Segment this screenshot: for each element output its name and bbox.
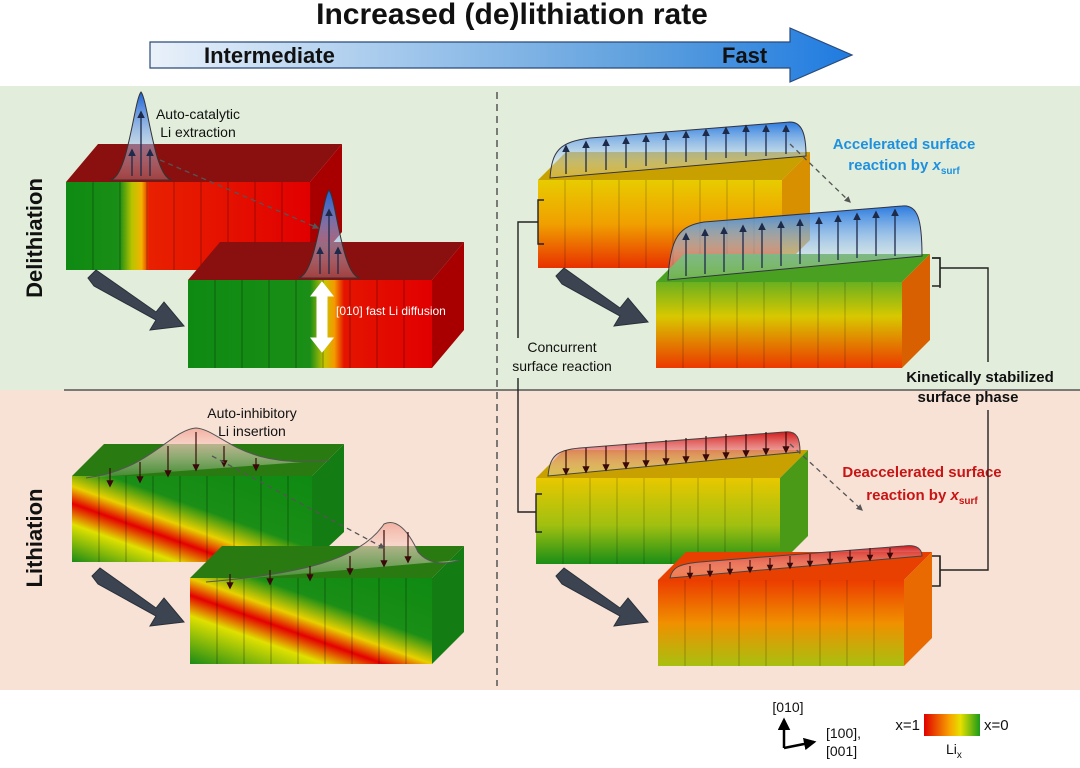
delith-transition-arrow — [87, 269, 185, 331]
deaccelerated-label-2-text: reaction by — [866, 487, 950, 504]
lith-transition-arrow — [91, 567, 185, 627]
accelerated-x-var: x — [931, 157, 941, 174]
bracket-delith-fast-2 — [932, 257, 941, 287]
bracket-lith-fast-1 — [535, 493, 542, 533]
crystal-axes: [010] [100], [001] — [772, 699, 861, 759]
legend-colorbar — [924, 714, 980, 736]
lith-peak-connector — [211, 455, 386, 549]
row-label-lithiation: Lithiation — [22, 489, 47, 588]
axis-label-100: [100], — [826, 725, 861, 741]
delith-fast-halo-1 — [549, 121, 807, 179]
fast-diffusion-arrow — [309, 281, 335, 353]
accelerated-x-sub: surf — [941, 166, 961, 177]
auto-inhibitory-label-2: Li insertion — [218, 423, 286, 439]
auto-inhibitory-label-1: Auto-inhibitory — [207, 405, 297, 421]
lith-fast-halo-1 — [547, 431, 801, 477]
lith-fast-connector — [789, 443, 863, 511]
lith-fast-halo-2 — [669, 545, 923, 580]
lith-fast-block-1 — [536, 450, 808, 564]
color-legend: x=1 x=0 Lix — [895, 714, 1009, 761]
delith-peak-2 — [297, 189, 361, 279]
accelerated-label-2: reaction by xsurf — [848, 157, 960, 177]
legend-title-sub: x — [957, 750, 962, 761]
kinetic-label-1: Kinetically stabilized — [906, 369, 1054, 386]
figure-title: Increased (de)lithiation rate — [316, 0, 708, 31]
legend-right-label: x=0 — [984, 717, 1009, 734]
bracket-lith-fast-2 — [932, 555, 941, 587]
delith-fast-connector — [789, 143, 851, 203]
rate-label-fast: Fast — [722, 43, 768, 68]
axis-label-001: [001] — [826, 743, 857, 759]
delith-peak-connector — [159, 159, 320, 229]
concurrent-label-1: Concurrent — [527, 339, 596, 355]
lith-peak-1 — [85, 427, 331, 488]
fast-diffusion-label: [010] fast Li diffusion — [336, 304, 446, 318]
rate-arrow: Intermediate Fast — [149, 27, 854, 83]
delith-fast-halo-2 — [667, 205, 923, 281]
accelerated-label-2-text: reaction by — [848, 157, 932, 174]
deaccelerated-x-var: x — [949, 487, 959, 504]
legend-title-text: Li — [946, 741, 957, 757]
kinetic-label-2: surface phase — [918, 389, 1019, 406]
legend-title: Lix — [946, 741, 962, 761]
axis-label-010: [010] — [772, 699, 803, 715]
row-label-delithiation: Delithiation — [22, 178, 47, 298]
lith-peak-2 — [205, 522, 461, 590]
lith-fast-transition-arrow — [555, 567, 649, 627]
deaccelerated-label-1: Deaccelerated surface — [842, 464, 1001, 481]
deaccelerated-label-2: reaction by xsurf — [866, 487, 978, 507]
accelerated-label-1: Accelerated surface — [833, 136, 976, 153]
delith-fast-transition-arrow — [555, 267, 649, 327]
concurrent-label-2: surface reaction — [512, 358, 612, 374]
auto-catalytic-label-1: Auto-catalytic — [156, 106, 240, 122]
delith-peak-1 — [109, 91, 173, 181]
rate-label-intermediate: Intermediate — [204, 43, 335, 68]
deaccelerated-x-sub: surf — [959, 496, 979, 507]
legend-left-label: x=1 — [895, 717, 920, 734]
concurrent-connector — [517, 221, 538, 513]
auto-catalytic-label-2: Li extraction — [160, 124, 235, 140]
